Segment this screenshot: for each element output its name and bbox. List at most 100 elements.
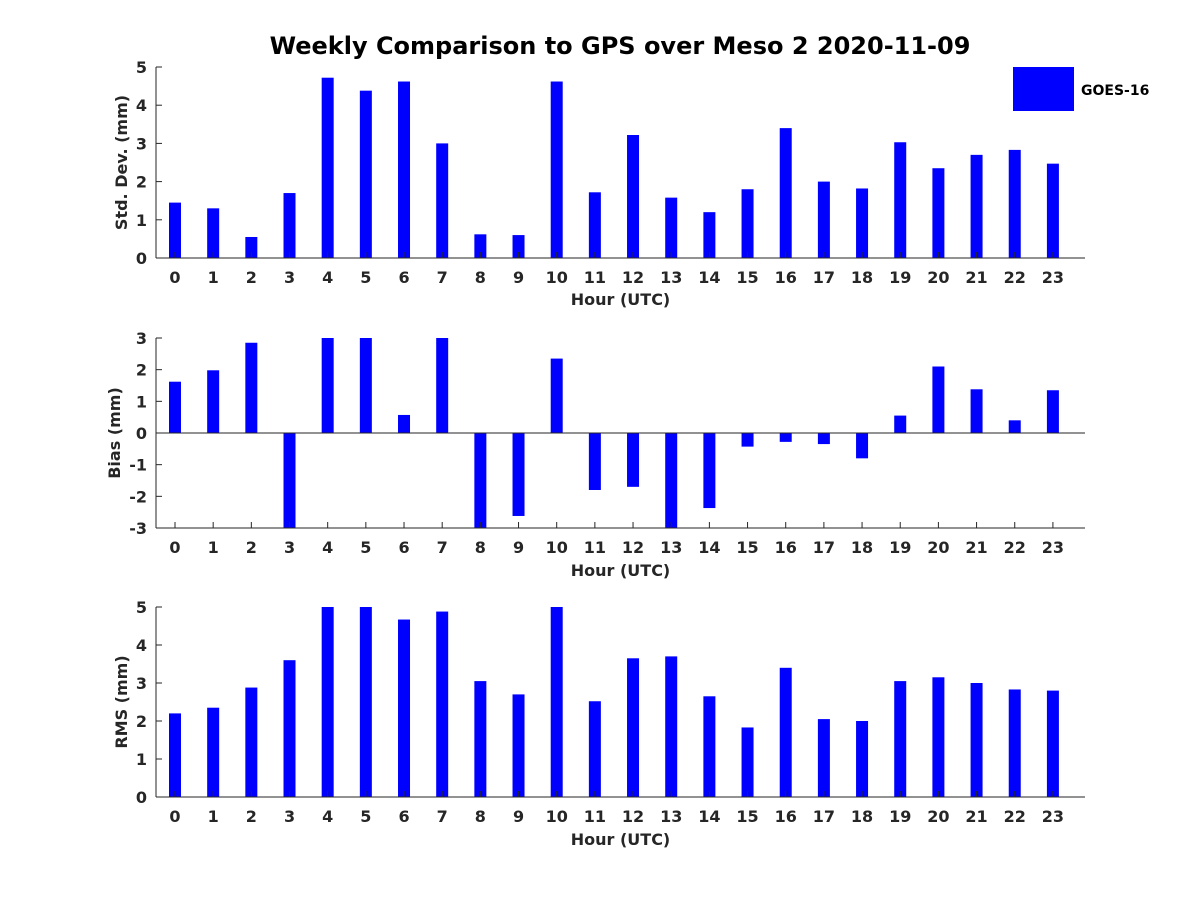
rms-bar-20 — [932, 677, 945, 797]
bias-bar-22 — [1008, 420, 1021, 433]
bias-bar-3 — [283, 433, 296, 528]
bias-xtick-label: 3 — [284, 538, 295, 557]
bias-ytick-label: 3 — [136, 329, 147, 348]
rms-xtick-label: 0 — [169, 807, 180, 826]
stddev-xtick-label: 8 — [475, 268, 486, 287]
stddev-ytick-label: 0 — [136, 249, 147, 268]
rms-ytick-label: 3 — [136, 674, 147, 693]
bias-xlabel: Hour (UTC) — [571, 561, 671, 580]
rms-xtick-label: 17 — [813, 807, 835, 826]
rms-ylabel: RMS (mm) — [112, 655, 131, 748]
bias-bar-21 — [970, 389, 983, 433]
rms-bar-2 — [245, 687, 258, 797]
bias-bar-14 — [703, 433, 716, 509]
stddev-xtick-label: 10 — [546, 268, 568, 287]
stddev-xtick-label: 16 — [775, 268, 797, 287]
stddev-xtick-label: 5 — [360, 268, 371, 287]
bias-bar-11 — [588, 433, 601, 490]
rms-xtick-label: 8 — [475, 807, 486, 826]
stddev-xtick-label: 21 — [965, 268, 987, 287]
bias-ylabel: Bias (mm) — [105, 387, 124, 479]
bias-xtick-label: 15 — [736, 538, 758, 557]
bias-ytick-label: 2 — [136, 361, 147, 380]
rms-xtick-label: 12 — [622, 807, 644, 826]
legend-label: GOES-16 — [1081, 83, 1149, 99]
bias-bar-8 — [474, 433, 487, 528]
rms-xtick-label: 16 — [775, 807, 797, 826]
stddev-bar-14 — [703, 212, 716, 258]
rms-xtick-label: 7 — [437, 807, 448, 826]
bias-xtick-label: 20 — [927, 538, 949, 557]
rms-xlabel: Hour (UTC) — [571, 830, 671, 849]
rms-bar-4 — [321, 607, 334, 797]
rms-bar-6 — [398, 619, 411, 797]
stddev-bar-17 — [817, 181, 830, 258]
rms-bar-14 — [703, 696, 716, 797]
rms-xtick-label: 18 — [851, 807, 873, 826]
stddev-xtick-label: 18 — [851, 268, 873, 287]
bias-xtick-label: 7 — [437, 538, 448, 557]
stddev-bar-5 — [359, 90, 372, 259]
bias-xtick-label: 19 — [889, 538, 911, 557]
bias-bar-16 — [779, 433, 792, 442]
rms-xtick-label: 3 — [284, 807, 295, 826]
stddev-xtick-label: 14 — [698, 268, 720, 287]
stddev-bar-11 — [588, 192, 601, 258]
stddev-xtick-label: 0 — [169, 268, 180, 287]
rms-xtick-label: 21 — [965, 807, 987, 826]
stddev-xtick-label: 4 — [322, 268, 333, 287]
rms-bar-18 — [856, 721, 869, 797]
stddev-bar-2 — [245, 236, 258, 258]
stddev-xtick-label: 3 — [284, 268, 295, 287]
bias-xtick-label: 6 — [398, 538, 409, 557]
rms-bar-9 — [512, 694, 525, 797]
stddev-ylabel: Std. Dev. (mm) — [112, 95, 131, 230]
bias-bar-4 — [321, 338, 334, 433]
rms-bar-7 — [436, 611, 449, 797]
bias-xtick-label: 4 — [322, 538, 333, 557]
bias-bar-6 — [398, 414, 411, 433]
stddev-xtick-label: 9 — [513, 268, 524, 287]
bias-xtick-label: 1 — [208, 538, 219, 557]
legend-swatch — [1013, 67, 1074, 111]
rms-bar-5 — [359, 607, 372, 797]
rms-ytick-label: 0 — [136, 788, 147, 807]
stddev-xtick-label: 12 — [622, 268, 644, 287]
rms-bar-15 — [741, 727, 754, 797]
rms-bar-11 — [588, 701, 601, 797]
rms-bar-21 — [970, 683, 983, 797]
stddev-ytick-label: 4 — [136, 96, 147, 115]
stddev-xtick-label: 19 — [889, 268, 911, 287]
rms-xtick-label: 22 — [1004, 807, 1026, 826]
bias-xtick-label: 0 — [169, 538, 180, 557]
bias-bar-18 — [856, 433, 869, 459]
stddev-bar-15 — [741, 189, 754, 258]
rms-xtick-label: 14 — [698, 807, 720, 826]
bias-xtick-label: 8 — [475, 538, 486, 557]
bias-xtick-label: 14 — [698, 538, 720, 557]
rms-ytick-label: 2 — [136, 712, 147, 731]
rms-xtick-label: 11 — [584, 807, 606, 826]
rms-bar-19 — [894, 681, 907, 797]
rms-xtick-label: 2 — [246, 807, 257, 826]
stddev-ytick-label: 2 — [136, 173, 147, 192]
bias-ytick-label: -1 — [129, 456, 147, 475]
rms-ytick-label: 4 — [136, 636, 147, 655]
bias-xtick-label: 11 — [584, 538, 606, 557]
stddev-xtick-label: 2 — [246, 268, 257, 287]
rms-ytick-label: 1 — [136, 750, 147, 769]
stddev-bar-10 — [550, 81, 563, 259]
rms-xtick-label: 23 — [1042, 807, 1064, 826]
bias-xtick-label: 12 — [622, 538, 644, 557]
rms-xtick-label: 13 — [660, 807, 682, 826]
rms-xtick-label: 15 — [736, 807, 758, 826]
stddev-bar-19 — [894, 142, 907, 258]
bias-ytick-label: 1 — [136, 392, 147, 411]
bias-bar-9 — [512, 433, 525, 516]
stddev-xtick-label: 23 — [1042, 268, 1064, 287]
stddev-xlabel: Hour (UTC) — [571, 290, 671, 309]
bias-ytick-label: 0 — [136, 424, 147, 443]
rms-xtick-label: 6 — [398, 807, 409, 826]
stddev-xtick-label: 1 — [208, 268, 219, 287]
